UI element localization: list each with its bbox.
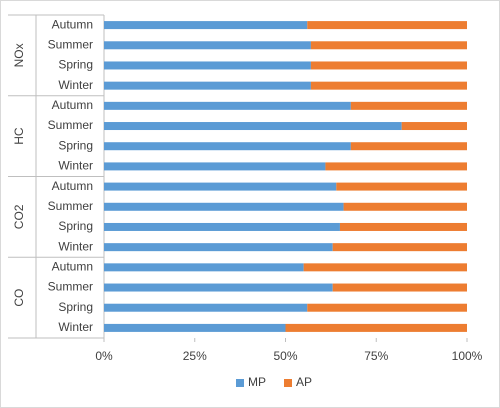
- bar-segment: [285, 323, 467, 332]
- bar-segment: [104, 323, 286, 332]
- x-tick-label: 25%: [183, 349, 207, 363]
- category-label: Autumn: [52, 17, 93, 31]
- category-label: Winter: [58, 239, 93, 253]
- bar-segment: [401, 122, 467, 131]
- bar-segment: [332, 243, 467, 252]
- group-label: NOx: [12, 43, 26, 67]
- bar-segment: [325, 162, 467, 171]
- x-tick-label: 75%: [364, 349, 388, 363]
- category-label: Winter: [58, 320, 93, 334]
- bar-segment: [104, 142, 351, 151]
- bar-segment: [104, 243, 333, 252]
- legend-swatch: [236, 379, 244, 387]
- category-label: Autumn: [52, 260, 93, 274]
- bar-segment: [104, 81, 311, 90]
- group-label: HC: [12, 127, 26, 145]
- bar-segment: [310, 41, 467, 50]
- bar-segment: [307, 21, 467, 30]
- x-tick-label: 50%: [273, 349, 297, 363]
- bar-segment: [350, 142, 467, 151]
- category-label: Summer: [48, 199, 93, 213]
- category-label: Spring: [58, 219, 93, 233]
- category-label: Summer: [48, 37, 93, 51]
- bar-segment: [104, 263, 304, 272]
- bar-segment: [339, 222, 467, 231]
- group-label: CO2: [12, 204, 26, 229]
- bar-segment: [350, 101, 467, 110]
- bar-segment: [104, 61, 311, 70]
- group-label: CO: [12, 289, 26, 307]
- legend-label: AP: [296, 375, 312, 389]
- category-label: Autumn: [52, 179, 93, 193]
- legend-label: MP: [248, 375, 266, 389]
- bar-segment: [104, 162, 326, 171]
- bar-segment: [332, 283, 467, 292]
- bar-segment: [310, 81, 467, 90]
- bar-segment: [336, 182, 467, 191]
- bar-segment: [104, 182, 337, 191]
- bar-segment: [310, 61, 467, 70]
- bar-segment: [104, 21, 308, 30]
- category-label: Summer: [48, 118, 93, 132]
- bar-segment: [104, 101, 351, 110]
- bar-segment: [343, 202, 467, 211]
- bar-segment: [303, 263, 467, 272]
- x-tick-label: 0%: [95, 349, 113, 363]
- bar-segment: [104, 222, 340, 231]
- bar-segment: [104, 41, 311, 50]
- bar-segment: [104, 202, 344, 211]
- category-label: Spring: [58, 138, 93, 152]
- category-label: Summer: [48, 280, 93, 294]
- bar-segment: [104, 122, 402, 131]
- category-label: Spring: [58, 300, 93, 314]
- category-label: Autumn: [52, 98, 93, 112]
- legend-swatch: [284, 379, 292, 387]
- x-tick-label: 100%: [452, 349, 483, 363]
- category-label: Winter: [58, 159, 93, 173]
- bar-segment: [104, 283, 333, 292]
- category-label: Spring: [58, 58, 93, 72]
- bar-segment: [104, 303, 308, 312]
- bar-segment: [307, 303, 467, 312]
- category-label: Winter: [58, 78, 93, 92]
